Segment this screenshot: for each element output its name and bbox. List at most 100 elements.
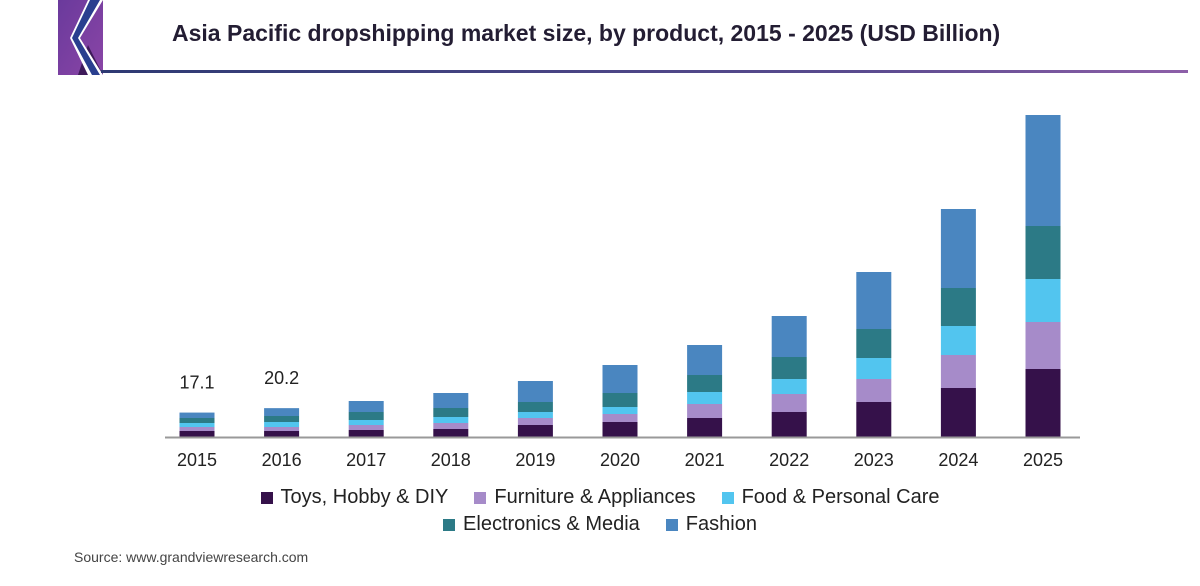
bar-segment (179, 431, 215, 437)
bar-segment (771, 412, 807, 437)
bar-segment (856, 402, 892, 437)
chart-header (58, 0, 1188, 75)
legend: Toys, Hobby & DIY Furniture & Appliances F… (0, 484, 1200, 538)
bar-segment (179, 418, 215, 423)
bar-stack-2024 (940, 209, 976, 437)
bar-segment (1025, 115, 1061, 226)
x-tick-label: 2019 (515, 450, 555, 470)
legend-item: Electronics & Media (443, 513, 640, 536)
bar-segment (687, 418, 723, 437)
bar-segment (940, 355, 976, 388)
bar-segment (179, 412, 215, 418)
bar-segment (1025, 226, 1061, 279)
legend-label: Fashion (685, 513, 757, 535)
x-tick-label: 2016 (262, 450, 302, 470)
bar-stack-2017 (348, 401, 384, 437)
legend-label: Food & Personal Care (741, 486, 940, 508)
bar-stack-2020 (602, 365, 638, 437)
bar-segment (179, 427, 215, 431)
bar-segment (602, 365, 638, 393)
bar-segment (264, 416, 300, 422)
bar-segment (1025, 279, 1061, 322)
x-tick-label: 2020 (600, 450, 640, 470)
bar-segment (856, 329, 892, 358)
bar-segment (433, 417, 469, 423)
x-tick-label: 2017 (346, 450, 386, 470)
bar-segment (687, 345, 723, 375)
x-tick-label: 2023 (854, 450, 894, 470)
bar-segment (856, 272, 892, 329)
bar-segment (856, 358, 892, 379)
bar-segment (264, 431, 300, 437)
bar-segment (687, 375, 723, 392)
legend-swatch-icon (443, 518, 456, 531)
chart-plot: 2015 2016 2017 2018 2019 2020 2021 2022 2023 2024… (165, 115, 1080, 470)
bar-stack-2023 (856, 272, 892, 437)
bar-segment (433, 423, 469, 429)
bar-stack-2015 (179, 412, 215, 437)
bar-segment (1025, 369, 1061, 437)
legend-row: Electronics & Media Fashion (0, 511, 1200, 538)
legend-item: Food & Personal Care (721, 486, 940, 509)
bar-segment (856, 379, 892, 402)
bar-segment (433, 408, 469, 417)
bar-segment (1025, 322, 1061, 369)
bar-segment (433, 393, 469, 408)
bar-segment (940, 388, 976, 437)
bar-segment (771, 394, 807, 412)
legend-item: Fashion (665, 513, 757, 536)
x-tick-label: 2025 (1023, 450, 1063, 470)
x-tick-label: 2022 (769, 450, 809, 470)
bar-stack-2025 (1025, 115, 1061, 437)
bar-segment (602, 422, 638, 437)
x-tick-label: 2018 (431, 450, 471, 470)
legend-label: Electronics & Media (463, 513, 640, 535)
bar-segment (179, 423, 215, 427)
bar-segment (771, 316, 807, 357)
legend-label: Furniture & Appliances (494, 486, 696, 508)
header-underline (101, 70, 1188, 73)
source-note: Source: www.grandviewresearch.com (74, 549, 309, 565)
data-label: 17.1 (179, 373, 214, 393)
bar-segment (940, 209, 976, 288)
bar-segment (517, 418, 553, 425)
bar-segment (940, 326, 976, 355)
bar-segment (940, 288, 976, 326)
legend-swatch-icon (474, 491, 487, 504)
bar-segment (517, 425, 553, 437)
data-label: 20.2 (264, 368, 299, 388)
bar-segment (264, 408, 300, 416)
bar-segment (264, 427, 300, 431)
legend-row: Toys, Hobby & DIY Furniture & Appliances F… (0, 484, 1200, 511)
legend-label: Toys, Hobby & DIY (280, 486, 449, 508)
bar-segment (517, 402, 553, 412)
bar-stack-2021 (687, 345, 723, 437)
bar-segment (348, 425, 384, 430)
bar-segment (687, 404, 723, 418)
bar-segment (687, 392, 723, 404)
x-tick-label: 2024 (938, 450, 978, 470)
bar-stack-2019 (517, 381, 553, 437)
bar-segment (517, 381, 553, 402)
bar-stack-2016 (264, 408, 300, 437)
x-tick-label: 2021 (685, 450, 725, 470)
legend-swatch-icon (260, 491, 273, 504)
bar-segment (433, 429, 469, 437)
bar-segment (348, 430, 384, 437)
bar-segment (602, 414, 638, 422)
bar-segment (771, 357, 807, 379)
bar-segment (602, 407, 638, 414)
legend-swatch-icon (665, 518, 678, 531)
bar-segment (348, 401, 384, 412)
bar-segment (264, 422, 300, 427)
bar-segment (348, 412, 384, 420)
bar-segment (602, 393, 638, 407)
chart-title: Asia Pacific dropshipping market size, b… (172, 20, 1001, 46)
bar-stack-2022 (771, 316, 807, 437)
bar-stack-2018 (433, 393, 469, 437)
x-tick-label: 2015 (177, 450, 217, 470)
bar-segment (517, 412, 553, 418)
bar-segment (348, 420, 384, 425)
logo-icon (58, 0, 103, 75)
bar-segment (771, 379, 807, 394)
